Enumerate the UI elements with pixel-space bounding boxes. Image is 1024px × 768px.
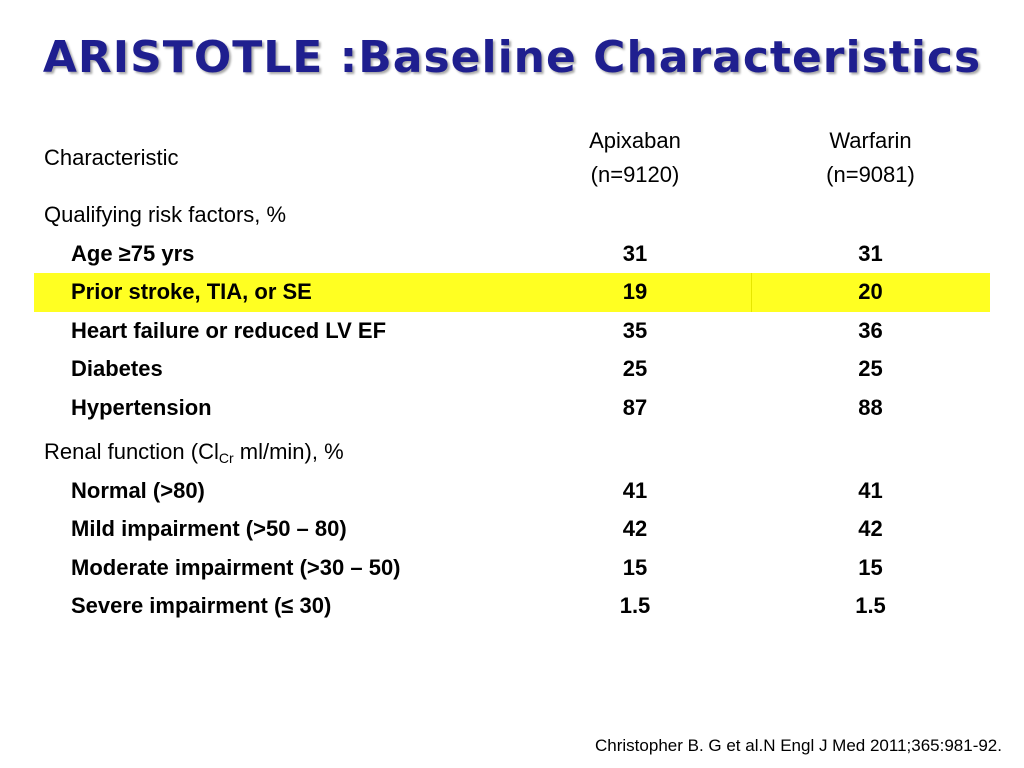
header-warfarin-n: (n=9081)	[826, 162, 915, 187]
row-label: Hypertension	[71, 394, 212, 420]
row-apixaban-value: 35	[622, 317, 648, 343]
row-apixaban-value: 1.5	[619, 593, 651, 619]
row-label: Mild impairment (>50 – 80)	[71, 516, 347, 542]
header-characteristic: Characteristic	[44, 145, 179, 170]
header-warfarin-name: Warfarin	[829, 128, 912, 153]
table-row: Normal (>80) 41 41	[34, 472, 990, 511]
row-warfarin-value: 20	[858, 279, 883, 305]
section-renal-prefix: Renal function (Cl	[44, 439, 219, 465]
header-apixaban-n: (n=9120)	[590, 162, 680, 187]
row-warfarin-value: 31	[858, 240, 883, 266]
section-renal-subscript: Cr	[218, 450, 234, 467]
row-label: Age ≥75 yrs	[71, 240, 195, 266]
row-apixaban-value: 19	[622, 279, 648, 305]
row-label: Normal (>80)	[71, 477, 205, 503]
baseline-table: Characteristic Apixaban (n=9120) Warfari…	[34, 120, 990, 626]
table-row: Age ≥75 yrs 31 31	[34, 235, 990, 274]
header-apixaban: Apixaban (n=9120)	[519, 124, 751, 192]
row-warfarin-value: 41	[858, 477, 883, 503]
section-renal-function: Renal function (ClCr ml/min), %	[34, 433, 990, 472]
highlight-cell-divider	[751, 273, 752, 312]
row-label: Heart failure or reduced LV EF	[71, 317, 387, 343]
table-row: Diabetes 25 25	[34, 350, 990, 389]
slide-title: ARISTOTLE :Baseline Characteristics	[42, 32, 982, 83]
row-apixaban-value: 41	[622, 477, 648, 503]
row-apixaban-value: 87	[622, 394, 648, 420]
header-apixaban-name: Apixaban	[589, 128, 681, 153]
table-row-highlighted: Prior stroke, TIA, or SE 19 20	[34, 273, 990, 312]
row-warfarin-value: 25	[858, 356, 883, 382]
table-row: Mild impairment (>50 – 80) 42 42	[34, 510, 990, 549]
header-warfarin: Warfarin (n=9081)	[751, 124, 990, 192]
section-risk-factors: Qualifying risk factors, %	[34, 196, 990, 235]
table-header-row: Characteristic Apixaban (n=9120) Warfari…	[34, 120, 990, 196]
row-label: Moderate impairment (>30 – 50)	[71, 554, 401, 580]
row-apixaban-value: 42	[622, 516, 648, 542]
table-row: Hypertension 87 88	[34, 389, 990, 428]
table-row: Severe impairment (≤ 30) 1.5 1.5	[34, 587, 990, 626]
row-apixaban-value: 31	[622, 240, 648, 266]
row-warfarin-value: 36	[858, 317, 883, 343]
row-label: Diabetes	[71, 356, 163, 382]
table-row: Heart failure or reduced LV EF 35 36	[34, 312, 990, 351]
row-warfarin-value: 1.5	[855, 593, 886, 619]
section-renal-suffix: ml/min), %	[233, 439, 344, 465]
row-label: Severe impairment (≤ 30)	[71, 593, 332, 619]
row-apixaban-value: 15	[622, 554, 648, 580]
section-risk-label: Qualifying risk factors, %	[44, 202, 287, 228]
row-warfarin-value: 42	[858, 516, 883, 542]
row-warfarin-value: 88	[858, 394, 883, 420]
row-label: Prior stroke, TIA, or SE	[71, 279, 312, 305]
row-apixaban-value: 25	[622, 356, 648, 382]
citation: Christopher B. G et al.N Engl J Med 2011…	[595, 736, 1002, 755]
row-warfarin-value: 15	[858, 554, 883, 580]
table-row: Moderate impairment (>30 – 50) 15 15	[34, 549, 990, 588]
section-renal-label: Renal function (ClCr ml/min), %	[34, 439, 519, 465]
